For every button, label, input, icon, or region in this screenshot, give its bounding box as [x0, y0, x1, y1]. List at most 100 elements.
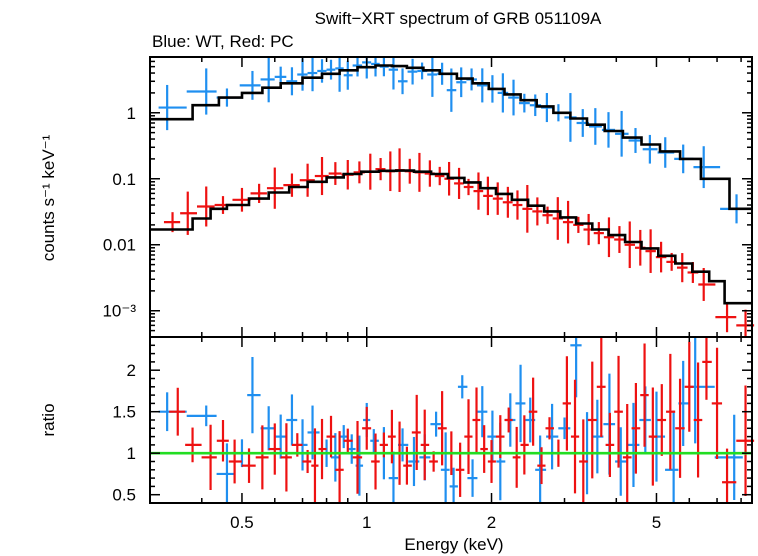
data-point — [343, 60, 353, 90]
spectrum-ylabel: counts s⁻¹ keV⁻¹ — [39, 134, 58, 261]
data-point — [642, 134, 658, 164]
x-tick-label: 2 — [487, 513, 496, 532]
data-point — [196, 186, 215, 227]
data-point — [239, 70, 261, 100]
data-point — [201, 424, 217, 490]
data-point — [335, 431, 344, 502]
data-point — [434, 166, 445, 186]
x-tick-label: 0.5 — [230, 513, 254, 532]
data-point — [476, 68, 488, 103]
x-axis-label: Energy (keV) — [404, 535, 503, 554]
data-point — [558, 417, 571, 440]
ratio-panel: 0.5 1 2 5 0.5 1 1.5 2 — [112, 336, 755, 532]
data-point — [352, 420, 363, 494]
spectrum-panel: 1 0.1 0.01 10⁻³ — [102, 56, 755, 338]
data-point — [299, 163, 315, 197]
data-point — [502, 186, 513, 218]
data-point — [343, 428, 353, 453]
data-point — [427, 58, 438, 97]
data-point — [518, 93, 530, 113]
data-point — [446, 68, 457, 112]
data-point — [487, 440, 496, 483]
data-point — [397, 68, 408, 95]
data-point — [407, 58, 418, 85]
data-point — [232, 187, 251, 212]
data-point — [693, 146, 721, 189]
data-point — [216, 420, 229, 462]
y-tick-label: 1.5 — [112, 403, 136, 422]
data-point — [714, 414, 743, 500]
data-point — [286, 394, 298, 446]
data-point — [339, 425, 348, 449]
data-point — [528, 377, 538, 446]
data-point — [570, 338, 582, 398]
data-point — [283, 173, 300, 197]
data-point — [640, 343, 649, 447]
data-point — [347, 434, 356, 464]
data-point — [512, 190, 523, 220]
data-point — [684, 341, 694, 432]
data-point — [562, 356, 571, 451]
model-line — [150, 169, 752, 305]
data-point — [614, 226, 625, 253]
data-point — [542, 206, 553, 224]
data-point — [186, 405, 217, 427]
data-point — [615, 427, 628, 496]
data-point — [268, 423, 281, 475]
data-point — [698, 268, 716, 301]
data-point — [605, 412, 615, 477]
data-point — [492, 182, 503, 215]
data-point — [362, 406, 372, 450]
chart-title: Swift−XRT spectrum of GRB 051109A — [315, 9, 602, 28]
data-point — [317, 59, 327, 83]
data-point — [532, 197, 543, 226]
data-point — [495, 415, 505, 459]
data-point — [311, 428, 319, 502]
data-point — [596, 338, 606, 438]
data-point — [429, 451, 438, 472]
data-point — [573, 216, 584, 233]
data-point — [169, 387, 186, 436]
data-point — [562, 200, 574, 244]
data-point — [255, 425, 269, 490]
data-point — [545, 417, 554, 440]
data-point — [266, 167, 284, 209]
data-point — [593, 222, 604, 245]
data-point — [158, 84, 187, 131]
data-point — [328, 162, 342, 185]
y-tick-label: 1 — [127, 104, 136, 123]
data-point — [274, 414, 287, 459]
x-tick-label: 1 — [362, 513, 371, 532]
data-point — [260, 58, 275, 103]
data-point — [579, 419, 588, 502]
data-point — [589, 108, 602, 145]
data-point — [388, 451, 398, 502]
data-point — [449, 467, 458, 502]
data-point — [440, 432, 450, 502]
data-point — [508, 79, 519, 116]
data-point — [330, 433, 340, 482]
chart-subtitle: Blue: WT, Red: PC — [152, 32, 294, 51]
data-point — [286, 67, 298, 96]
data-point — [280, 423, 292, 492]
data-point — [375, 158, 386, 181]
data-point — [455, 442, 465, 497]
y-tick-label: 1 — [127, 444, 136, 463]
data-point — [570, 379, 580, 494]
data-point — [627, 402, 640, 487]
data-point — [675, 378, 685, 478]
data-point — [314, 157, 329, 196]
data-point — [665, 410, 679, 502]
data-point — [520, 415, 529, 475]
data-point — [711, 347, 723, 460]
data-point — [546, 403, 559, 470]
data-point — [515, 364, 526, 443]
x-tick-label: 5 — [652, 513, 661, 532]
data-point — [326, 59, 336, 80]
data-point — [420, 409, 430, 481]
data-point — [454, 167, 464, 199]
data-point — [307, 405, 320, 460]
data-point — [693, 362, 703, 478]
data-point — [722, 448, 737, 502]
data-point — [631, 382, 641, 474]
